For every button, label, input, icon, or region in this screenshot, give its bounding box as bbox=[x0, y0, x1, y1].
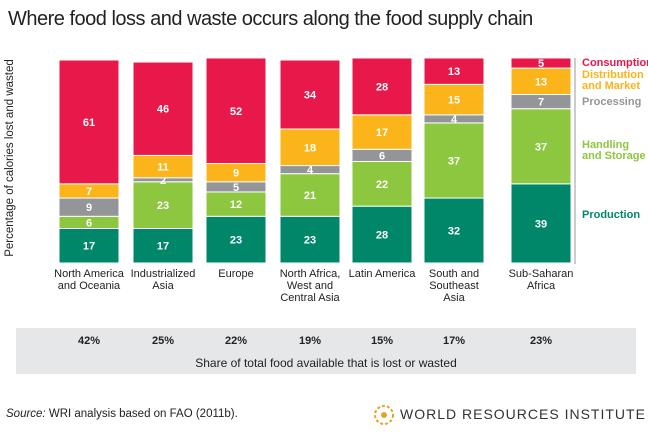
bar-segment bbox=[423, 83, 485, 116]
value-label: 32 bbox=[448, 226, 460, 238]
value-label: 21 bbox=[304, 190, 316, 202]
bar-segment bbox=[510, 108, 572, 185]
source-text: WRI analysis based on FAO (2011b). bbox=[48, 408, 238, 420]
bar-segment bbox=[58, 227, 120, 264]
value-label: 52 bbox=[230, 106, 242, 118]
bar-segment bbox=[205, 191, 267, 217]
bar-segment bbox=[510, 183, 572, 264]
share-value: 42% bbox=[77, 335, 101, 347]
value-label: 11 bbox=[157, 162, 169, 174]
bar-segment bbox=[58, 59, 120, 185]
bar-segment bbox=[279, 128, 341, 167]
legend-entry: Production bbox=[582, 209, 641, 221]
value-label: 18 bbox=[304, 142, 316, 154]
value-label: 37 bbox=[535, 141, 547, 153]
value-label: 2 bbox=[160, 175, 166, 187]
x-tick-label: South and Southeast Asia bbox=[428, 268, 480, 304]
value-label: 7 bbox=[86, 186, 92, 198]
legend-entry: Consumption bbox=[582, 57, 648, 69]
logo: WORLD RESOURCES INSTITUTE bbox=[400, 406, 646, 422]
value-label: 61 bbox=[83, 117, 95, 129]
bar-segment bbox=[351, 114, 413, 150]
logo-icon bbox=[374, 405, 394, 425]
value-label: 28 bbox=[376, 230, 388, 242]
y-axis-label: Percentage of calories lost and wasted bbox=[4, 59, 16, 257]
share-value: 22% bbox=[224, 335, 248, 347]
value-label: 9 bbox=[233, 168, 239, 180]
value-label: 4 bbox=[451, 114, 458, 126]
value-label: 39 bbox=[535, 218, 547, 230]
value-label: 4 bbox=[307, 165, 314, 177]
bar-segment bbox=[423, 122, 485, 199]
x-tick-label: North America and Oceania bbox=[54, 268, 124, 292]
value-label: 37 bbox=[448, 155, 460, 167]
value-label: 13 bbox=[535, 76, 547, 88]
value-label: 5 bbox=[538, 58, 544, 70]
value-label: 23 bbox=[230, 235, 242, 247]
value-label: 15 bbox=[448, 95, 460, 107]
bar-segment bbox=[423, 57, 485, 85]
value-label: 23 bbox=[157, 200, 169, 212]
bar-segment bbox=[132, 61, 194, 156]
bar-segment bbox=[510, 67, 572, 96]
share-value: 15% bbox=[370, 335, 394, 347]
share-value: 23% bbox=[529, 335, 553, 347]
value-label: 13 bbox=[448, 66, 460, 78]
value-label: 46 bbox=[157, 104, 169, 116]
value-label: 7 bbox=[538, 97, 544, 109]
share-label: Share of total food available that is lo… bbox=[195, 356, 457, 370]
bar-segment bbox=[279, 215, 341, 264]
share-value: 17% bbox=[442, 335, 466, 347]
value-label: 28 bbox=[376, 81, 388, 93]
bar-segment bbox=[205, 57, 267, 165]
bar-segment bbox=[279, 173, 341, 217]
value-label: 17 bbox=[83, 241, 95, 253]
bar-segment bbox=[510, 57, 572, 69]
share-value: 25% bbox=[151, 335, 175, 347]
x-tick-label: Industrialized Asia bbox=[130, 268, 196, 292]
legend-entry: Handling and Storage bbox=[582, 139, 646, 162]
x-tick-label: North Africa, West and Central Asia bbox=[279, 268, 341, 304]
legend-entry: Distribution and Market bbox=[582, 69, 644, 92]
value-label: 9 bbox=[86, 202, 92, 214]
x-tick-label: Latin America bbox=[348, 268, 416, 280]
bar-segment bbox=[351, 205, 413, 264]
value-label: 17 bbox=[376, 127, 388, 139]
share-band bbox=[16, 328, 636, 374]
value-label: 23 bbox=[304, 235, 316, 247]
bar-segment bbox=[279, 59, 341, 130]
x-tick-label: Europe bbox=[218, 268, 254, 280]
value-label: 22 bbox=[376, 179, 388, 191]
value-label: 6 bbox=[379, 150, 385, 162]
value-label: 5 bbox=[233, 182, 239, 194]
bar-segment bbox=[351, 57, 413, 116]
value-label: 6 bbox=[86, 217, 92, 229]
value-label: 12 bbox=[230, 199, 242, 211]
value-label: 17 bbox=[157, 241, 169, 253]
bar-segment bbox=[351, 161, 413, 207]
source-label: Source: bbox=[6, 408, 46, 420]
chart-title: Where food loss and waste occurs along t… bbox=[8, 8, 533, 30]
bar-segment bbox=[423, 197, 485, 264]
value-label: 34 bbox=[304, 90, 317, 102]
x-tick-label: Sub-Saharan Africa bbox=[508, 268, 574, 292]
source: Source: WRI analysis based on FAO (2011b… bbox=[6, 408, 238, 420]
share-value: 19% bbox=[298, 335, 322, 347]
legend-entry: Processing bbox=[582, 96, 642, 108]
bar-segment bbox=[205, 215, 267, 264]
